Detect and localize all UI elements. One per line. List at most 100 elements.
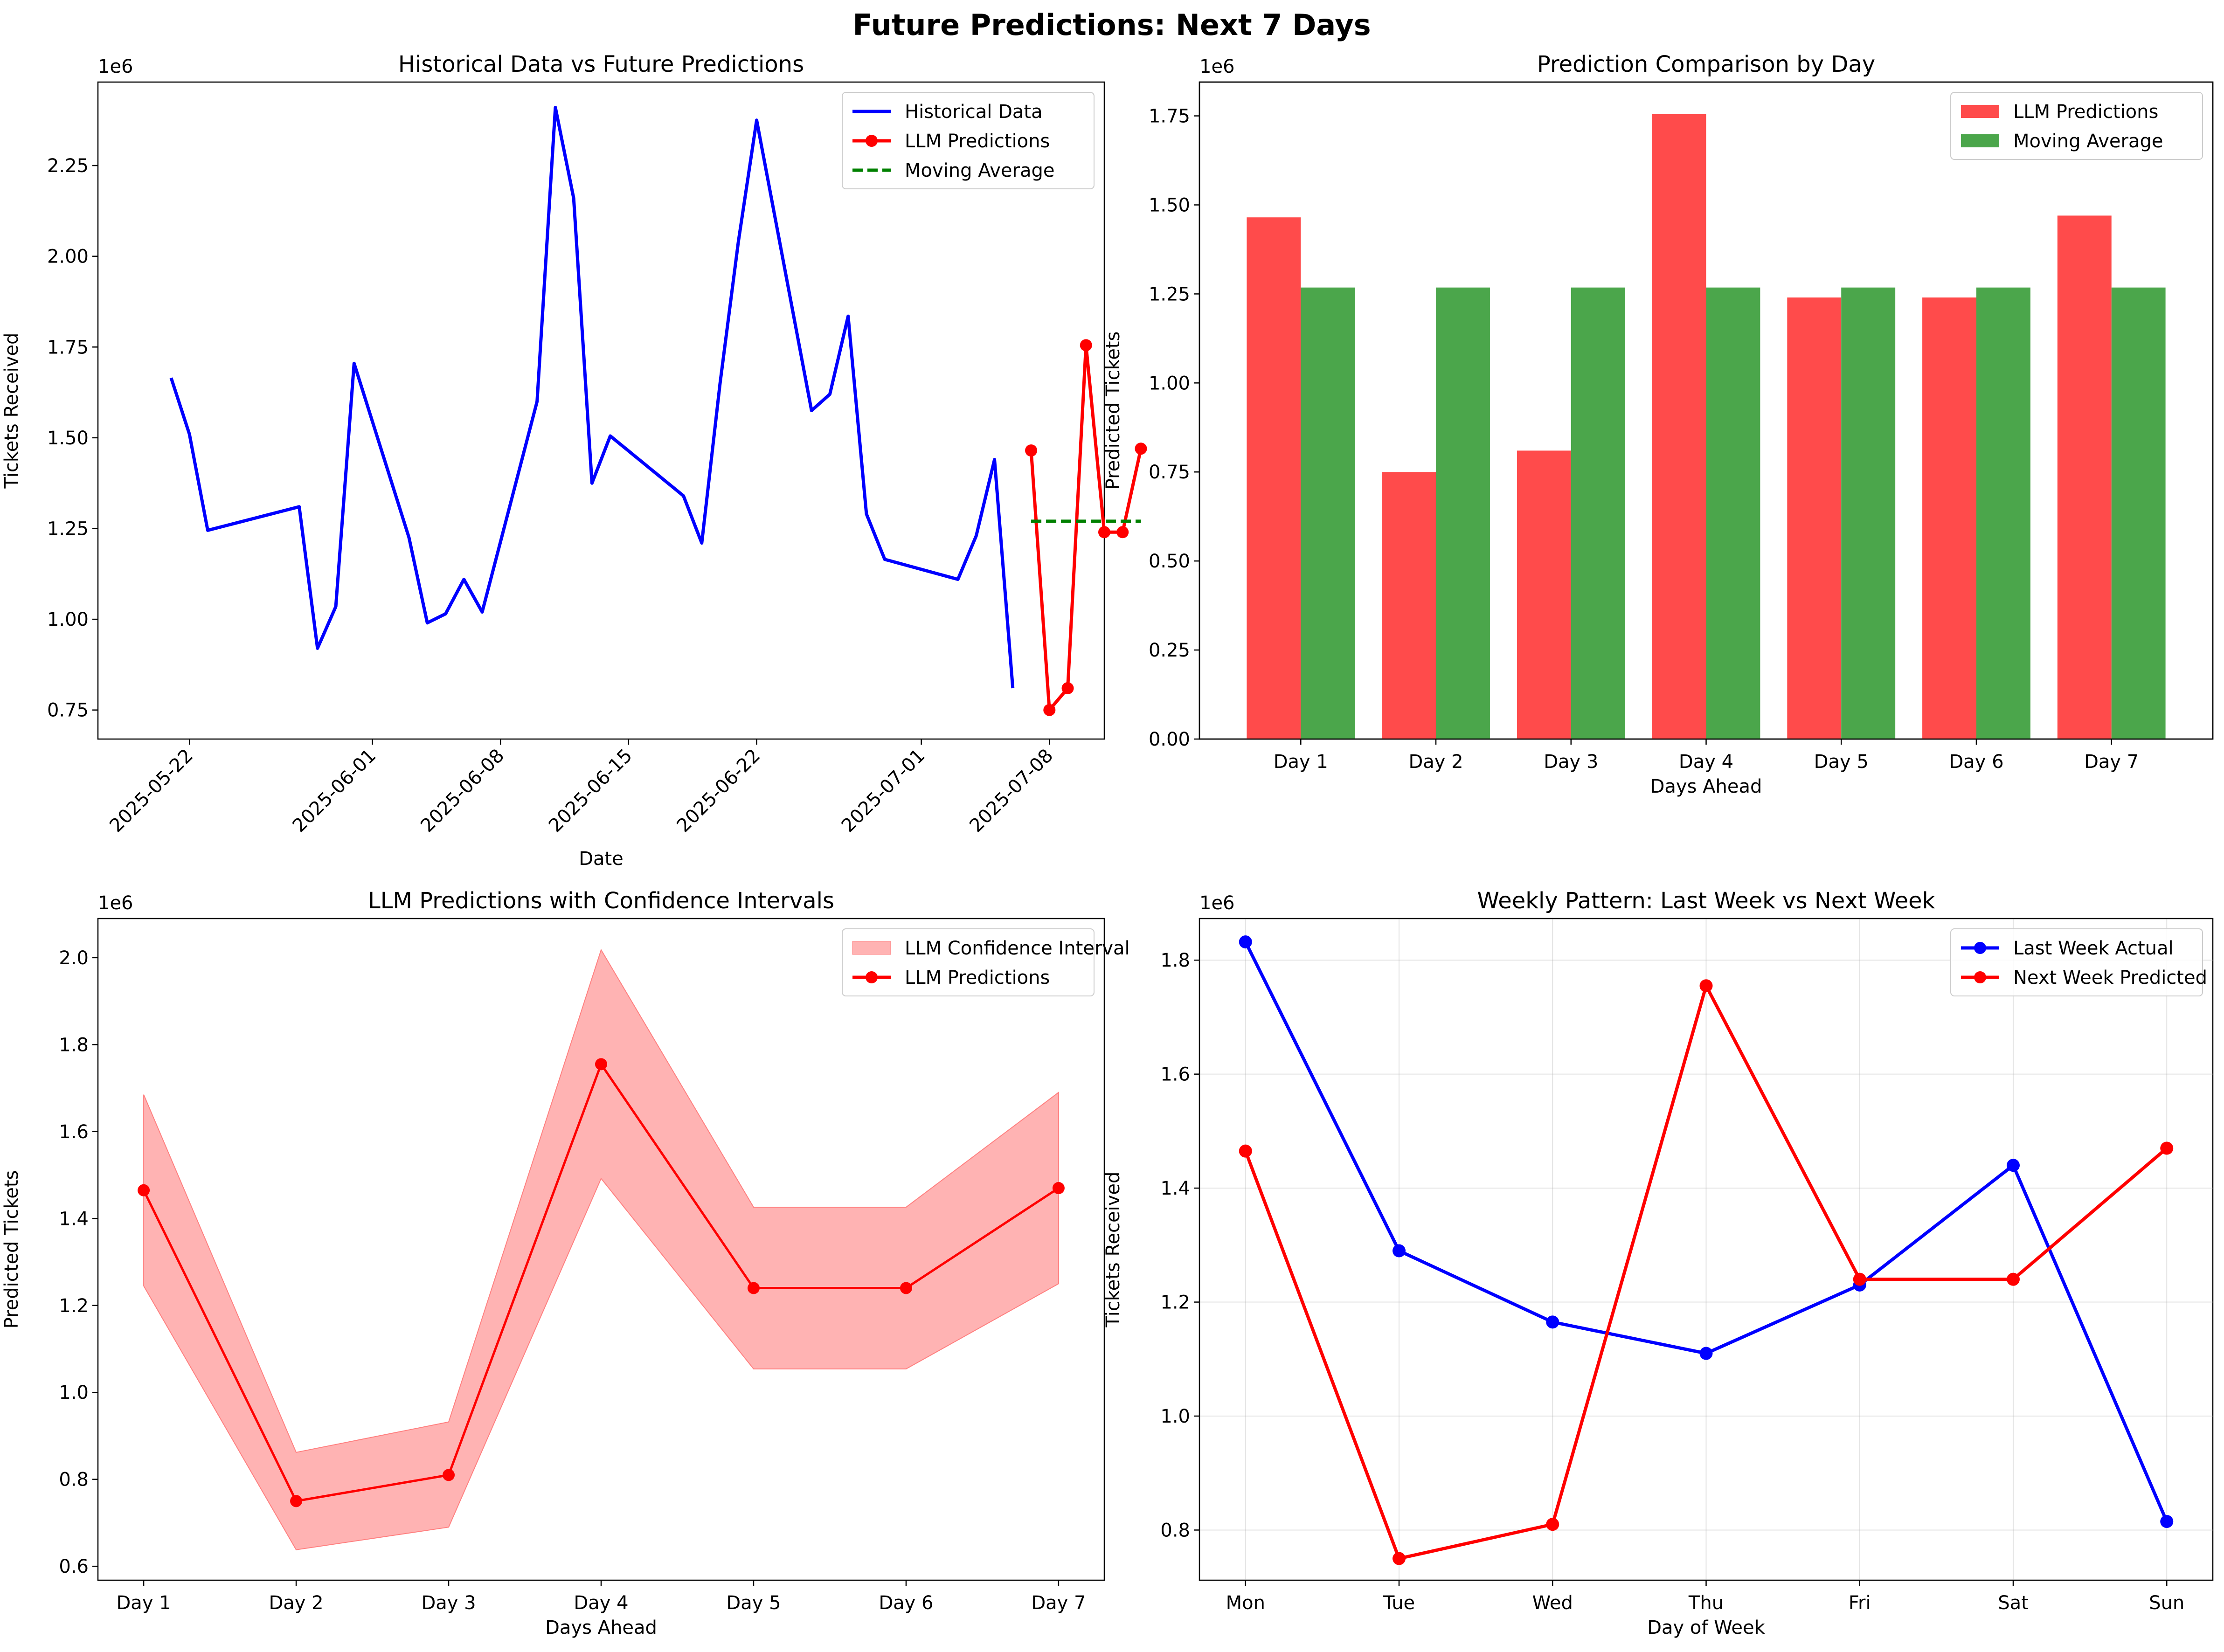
y-tick-label: 1.25 <box>47 518 89 539</box>
chart-weekly-pattern: Weekly Pattern: Last Week vs Next Week 1e… <box>1102 888 2214 1638</box>
bar <box>1706 287 1760 739</box>
y-tick-label: 1.0 <box>59 1382 89 1403</box>
data-point <box>2160 1515 2174 1528</box>
x-tick-label: Sun <box>2149 1592 2184 1614</box>
legend-label: LLM Predictions <box>905 131 1050 152</box>
bar <box>1247 217 1301 739</box>
x-tick-label: Day 6 <box>879 1592 933 1614</box>
y-tick-label: 1.2 <box>59 1295 89 1317</box>
data-point <box>1393 1552 1406 1565</box>
chart-confidence-intervals: LLM Predictions with Confidence Interval… <box>1 888 1130 1638</box>
x-tick-label: Day 7 <box>2084 751 2139 773</box>
legend-marker <box>1974 971 1986 983</box>
data-point <box>595 1058 607 1071</box>
y-tick-label: 2.00 <box>47 246 89 268</box>
legend-swatch <box>1961 105 1999 118</box>
y-axis-label: Predicted Tickets <box>1102 332 1124 490</box>
y-axis-label: Tickets Received <box>1 333 22 489</box>
y-tick-label: 1.00 <box>1149 373 1190 394</box>
data-point <box>1853 1272 1866 1286</box>
chart-prediction-comparison: Prediction Comparison by Day 1e6 Predicted… <box>1102 51 2214 797</box>
y-tick-label: 2.0 <box>59 947 89 969</box>
y-tick-label: 1.6 <box>1160 1064 1190 1085</box>
bar <box>1976 287 2030 739</box>
y-offset-label: 1e6 <box>1199 56 1235 77</box>
data-point <box>1098 526 1110 539</box>
data-point <box>443 1469 455 1481</box>
bar <box>1787 297 1842 739</box>
y-tick-label: 1.2 <box>1160 1292 1190 1313</box>
y-tick-label: 1.0 <box>1160 1406 1190 1427</box>
data-point <box>2006 1272 2020 1286</box>
legend-marker <box>866 135 878 147</box>
y-tick-label: 1.25 <box>1149 283 1190 305</box>
legend-label: LLM Predictions <box>2013 101 2158 123</box>
y-tick-label: 1.6 <box>59 1121 89 1143</box>
x-tick-label: Day 6 <box>1949 751 2003 773</box>
x-tick-label: Wed <box>1532 1592 1573 1614</box>
y-tick-label: 1.75 <box>1149 106 1190 127</box>
x-tick-label: Day 2 <box>269 1592 323 1614</box>
y-offset-label: 1e6 <box>98 56 133 77</box>
chart-historical-vs-predictions: Historical Data vs Future Predictions 1e6… <box>1 51 1147 870</box>
y-tick-label: 1.8 <box>1160 950 1190 971</box>
legend-label: Next Week Predicted <box>2013 967 2207 988</box>
x-tick-label: Day 3 <box>421 1592 476 1614</box>
data-point <box>2160 1141 2174 1155</box>
x-tick-label: Day 4 <box>1679 751 1733 773</box>
y-tick-label: 2.25 <box>47 155 89 177</box>
legend-label: LLM Confidence Interval <box>905 938 1130 959</box>
x-tick-label: Day 1 <box>117 1592 171 1614</box>
data-point <box>1043 704 1056 716</box>
y-tick-label: 0.6 <box>59 1556 89 1577</box>
legend-swatch <box>1961 134 1999 147</box>
x-tick-label: Thu <box>1688 1592 1724 1614</box>
data-point <box>1052 1182 1065 1195</box>
x-axis-label: Date <box>579 848 624 870</box>
data-point <box>900 1282 912 1294</box>
legend-box <box>842 92 1095 189</box>
y-offset-label: 1e6 <box>1199 892 1235 914</box>
bar <box>1922 297 1976 739</box>
y-tick-label: 1.8 <box>59 1034 89 1056</box>
y-tick-label: 1.4 <box>1160 1178 1190 1199</box>
x-tick-label: Fri <box>1849 1592 1871 1614</box>
data-point <box>138 1184 150 1196</box>
y-tick-label: 1.00 <box>47 609 89 630</box>
y-tick-label: 1.50 <box>1149 194 1190 216</box>
data-point <box>1080 339 1092 352</box>
bar <box>1382 472 1436 739</box>
y-tick-label: 0.8 <box>1160 1520 1190 1541</box>
legend-marker <box>1974 942 1986 954</box>
y-tick-label: 1.75 <box>47 337 89 358</box>
x-tick-label: Day 5 <box>1814 751 1869 773</box>
bar <box>2111 287 2166 739</box>
data-point <box>1061 682 1074 695</box>
y-tick-label: 1.50 <box>47 428 89 449</box>
x-tick-label: Day 7 <box>1031 1592 1086 1614</box>
data-point <box>1699 979 1713 993</box>
plot-title: Weekly Pattern: Last Week vs Next Week <box>1477 888 1935 914</box>
x-tick-label: Day 2 <box>1408 751 1463 773</box>
data-point <box>2006 1159 2020 1172</box>
x-axis-label: Days Ahead <box>1650 776 1762 797</box>
x-axis-label: Day of Week <box>1647 1617 1765 1638</box>
y-tick-label: 0.75 <box>47 700 89 721</box>
y-axis-label: Predicted Tickets <box>1 1170 22 1329</box>
legend-box <box>842 928 1095 996</box>
data-point <box>1393 1244 1406 1258</box>
plot-title: LLM Predictions with Confidence Interval… <box>368 888 834 914</box>
y-tick-label: 0.50 <box>1149 551 1190 572</box>
y-tick-label: 0.25 <box>1149 640 1190 661</box>
bar <box>1652 114 1706 740</box>
legend-box <box>1950 92 2203 160</box>
bar <box>1301 287 1355 739</box>
legend-label: LLM Predictions <box>905 967 1050 988</box>
x-tick-label: Sat <box>1998 1592 2029 1614</box>
legend-label: Moving Average <box>2013 131 2163 152</box>
legend-marker <box>866 971 878 983</box>
y-tick-label: 1.4 <box>59 1208 89 1230</box>
plot-frame <box>97 81 1105 740</box>
